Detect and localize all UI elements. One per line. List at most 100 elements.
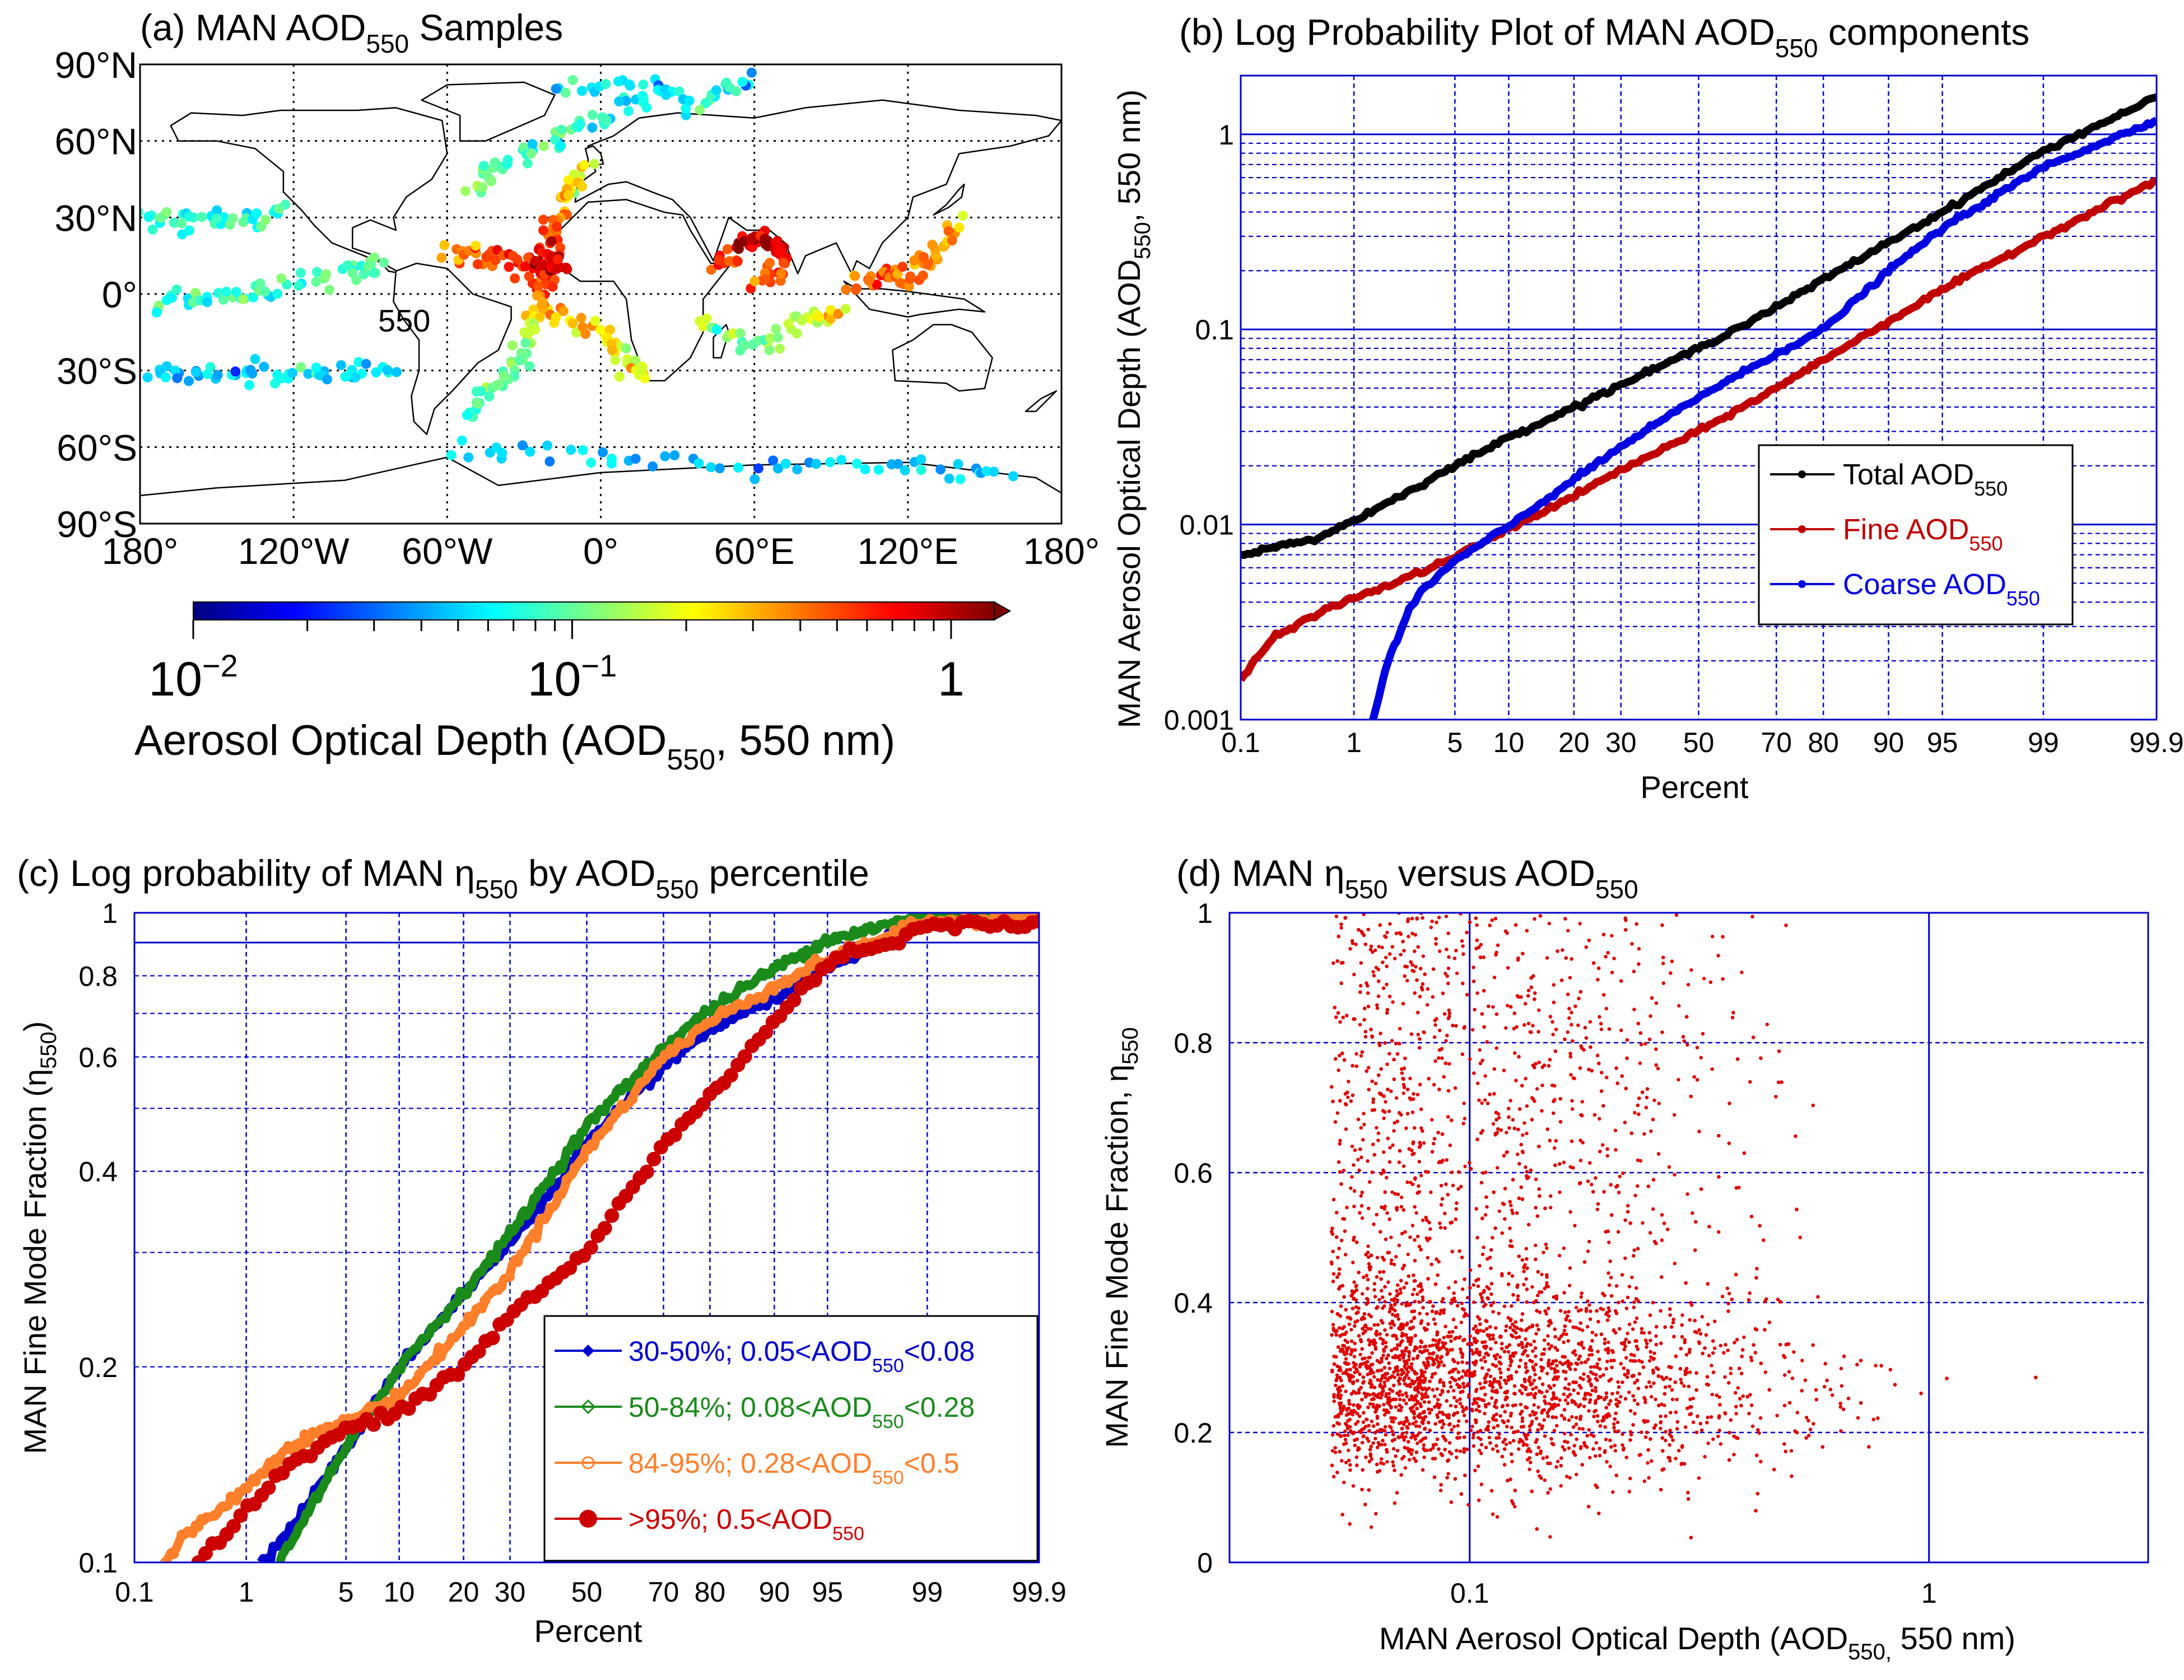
scatter-point — [1439, 1309, 1443, 1313]
scatter-point — [1669, 1411, 1673, 1415]
aod-sample — [614, 96, 625, 107]
aod-sample — [190, 288, 201, 298]
scatter-point — [1342, 1481, 1346, 1485]
scatter-point — [1543, 1394, 1547, 1399]
scatter-point — [1448, 1144, 1452, 1147]
aod-sample — [735, 346, 746, 356]
scatter-point — [1452, 1389, 1456, 1393]
scatter-point — [1537, 1008, 1541, 1012]
scatter-point — [1435, 1017, 1438, 1021]
scatter-point — [1552, 1000, 1556, 1005]
scatter-point — [1684, 1425, 1688, 1429]
scatter-point — [1492, 976, 1497, 979]
y-tick-label: 0.6 — [78, 1042, 118, 1073]
x-tick-label: 1 — [239, 1576, 254, 1608]
aod-sample — [350, 372, 361, 382]
scatter-point — [1460, 1375, 1464, 1379]
scatter-point — [1633, 1381, 1637, 1385]
scatter-point — [1717, 1429, 1721, 1432]
scatter-point — [1616, 1230, 1620, 1234]
scatter-point — [1594, 1373, 1598, 1377]
scatter-point — [1646, 1184, 1651, 1188]
scatter-point — [1371, 950, 1375, 954]
scatter-point — [1402, 1438, 1406, 1442]
panel-a-title: (a) MAN AOD550 Samples — [140, 7, 563, 58]
scatter-point — [1838, 1402, 1842, 1406]
scatter-point — [1638, 1061, 1642, 1065]
scatter-point — [1371, 1100, 1375, 1104]
aod-sample — [143, 211, 154, 222]
scatter-point — [1595, 1053, 1600, 1058]
scatter-point — [1456, 1187, 1460, 1191]
longitude-label: 180° — [102, 530, 179, 572]
aod-sample — [916, 465, 926, 475]
scatter-point — [1388, 922, 1392, 926]
legend-entry-label: Coarse AOD550 — [1843, 568, 2040, 610]
aod-sample — [811, 459, 822, 469]
scatter-point — [1398, 1382, 1401, 1386]
scatter-point — [1605, 1154, 1609, 1158]
scatter-point — [1494, 1326, 1498, 1330]
scatter-point — [1400, 1426, 1404, 1431]
aod-sample — [538, 141, 549, 151]
scatter-point — [1831, 1393, 1834, 1397]
scatter-point — [1484, 1351, 1488, 1355]
scatter-point — [1413, 1238, 1417, 1242]
scatter-point — [1446, 1472, 1450, 1476]
scatter-point — [1609, 1276, 1613, 1280]
scatter-point — [1424, 1170, 1428, 1174]
aod-sample — [567, 318, 578, 329]
scatter-point — [1540, 1272, 1544, 1277]
scatter-point — [1401, 940, 1405, 944]
scatter-point — [1617, 1300, 1620, 1305]
aod-sample — [250, 354, 260, 365]
scatter-point — [1363, 942, 1368, 946]
scatter-point — [1436, 1398, 1440, 1402]
scatter-point — [1725, 1286, 1730, 1290]
scatter-point — [1577, 1327, 1581, 1331]
scatter-point — [1419, 1319, 1424, 1323]
scatter-point — [1567, 1446, 1571, 1450]
scatter-point — [1400, 1368, 1404, 1372]
legend-swatch-marker — [1798, 470, 1806, 478]
scatter-point — [1362, 1112, 1366, 1116]
scatter-point — [1507, 1271, 1511, 1276]
scatter-point — [1510, 1274, 1515, 1278]
aod-sample — [221, 286, 231, 297]
aod-sample — [184, 211, 194, 222]
scatter-point — [1656, 1066, 1660, 1071]
scatter-point — [1421, 982, 1425, 986]
aod-sample — [562, 264, 572, 274]
scatter-point — [1498, 1414, 1502, 1418]
scatter-point — [1391, 1321, 1395, 1326]
aod-sample — [773, 463, 783, 474]
scatter-point — [1515, 1326, 1519, 1330]
scatter-point — [1379, 1319, 1384, 1323]
scatter-point — [1668, 1384, 1671, 1388]
scatter-point — [1679, 1378, 1683, 1382]
scatter-point — [1497, 1432, 1501, 1436]
aod-sample — [776, 268, 786, 279]
scatter-point — [1710, 1364, 1713, 1368]
scatter-point — [1392, 1077, 1396, 1081]
aod-sample — [674, 86, 684, 97]
scatter-point — [1605, 1360, 1609, 1364]
scatter-point — [1482, 1355, 1486, 1360]
scatter-point — [1600, 1071, 1604, 1075]
scatter-point — [1447, 1450, 1452, 1454]
scatter-point — [1678, 1367, 1683, 1371]
scatter-point — [1473, 1397, 1477, 1401]
scatter-point — [1415, 978, 1419, 982]
aod-sample — [563, 190, 574, 200]
scatter-point — [1339, 1411, 1343, 1416]
aod-sample — [171, 284, 182, 295]
scatter-point — [1562, 1328, 1566, 1333]
colorbar-tick-label: 1 — [938, 652, 965, 706]
aod-sample — [814, 312, 825, 323]
scatter-point — [1502, 1068, 1506, 1072]
y-tick-label: 0.4 — [78, 1156, 118, 1188]
scatter-point — [1719, 1442, 1723, 1446]
scatter-point — [1512, 1011, 1516, 1015]
scatter-point — [1793, 1429, 1797, 1433]
scatter-point — [1444, 914, 1449, 918]
